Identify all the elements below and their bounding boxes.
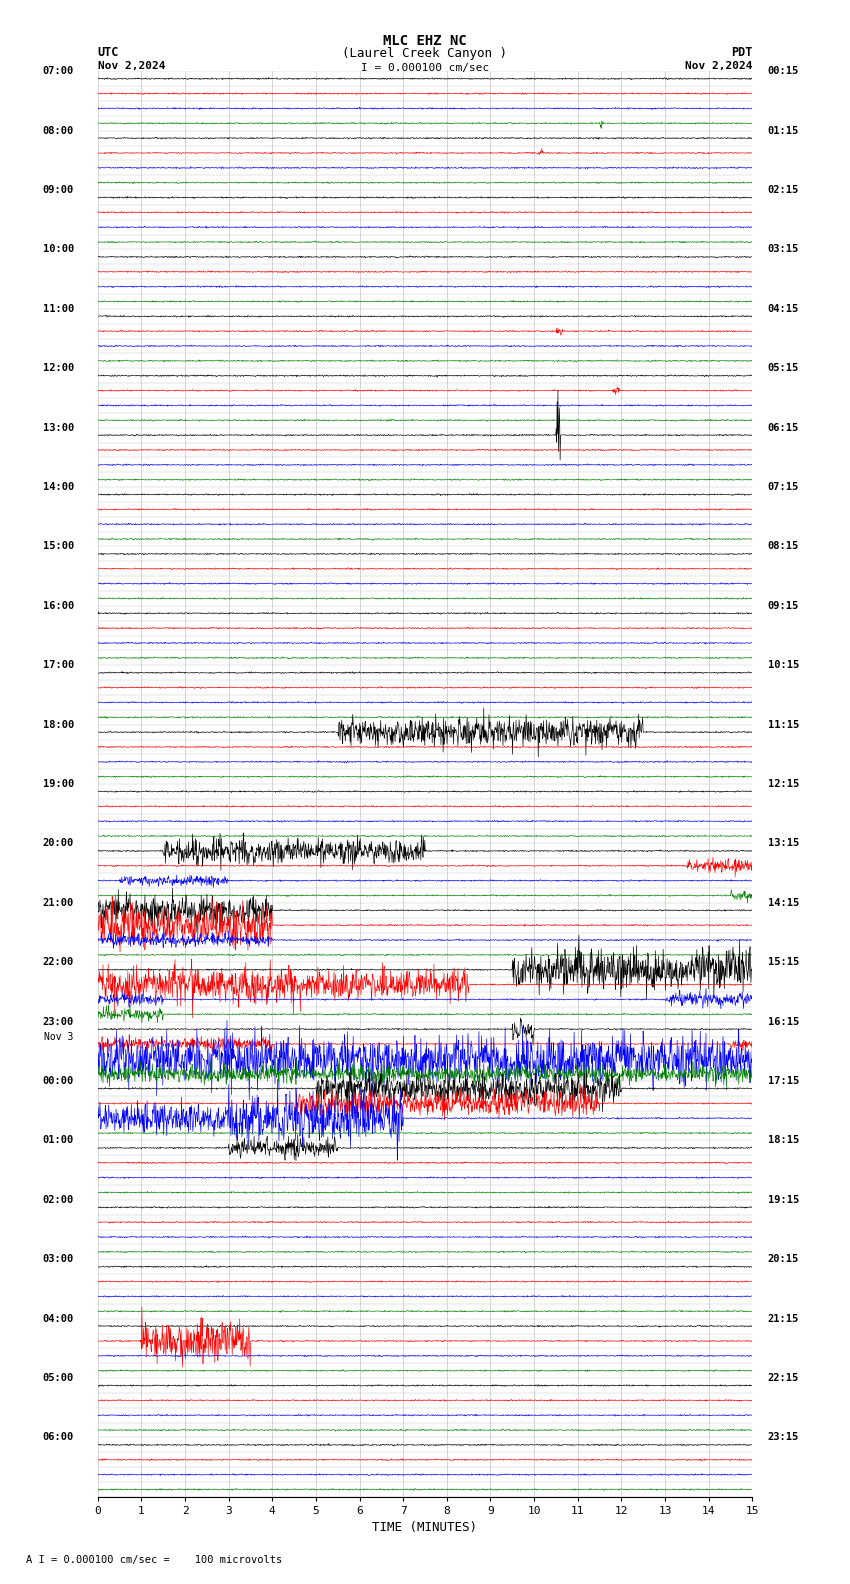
Text: 03:15: 03:15 [768, 244, 799, 255]
Text: 20:00: 20:00 [42, 838, 74, 849]
Text: 22:15: 22:15 [768, 1373, 799, 1383]
Text: 03:00: 03:00 [42, 1255, 74, 1264]
Text: 04:15: 04:15 [768, 304, 799, 314]
Text: 02:15: 02:15 [768, 185, 799, 195]
Text: 06:15: 06:15 [768, 423, 799, 432]
Text: I = 0.000100 cm/sec: I = 0.000100 cm/sec [361, 63, 489, 73]
Text: 18:00: 18:00 [42, 719, 74, 730]
Text: 04:00: 04:00 [42, 1313, 74, 1324]
Text: Nov 3: Nov 3 [44, 1031, 74, 1042]
Text: 01:00: 01:00 [42, 1136, 74, 1145]
Text: 21:15: 21:15 [768, 1313, 799, 1324]
Text: 13:00: 13:00 [42, 423, 74, 432]
Text: (Laurel Creek Canyon ): (Laurel Creek Canyon ) [343, 48, 507, 60]
Text: 11:00: 11:00 [42, 304, 74, 314]
Text: 15:15: 15:15 [768, 957, 799, 968]
Text: A I = 0.000100 cm/sec =    100 microvolts: A I = 0.000100 cm/sec = 100 microvolts [26, 1555, 281, 1565]
Text: 08:15: 08:15 [768, 542, 799, 551]
Text: 19:15: 19:15 [768, 1194, 799, 1205]
Text: 15:00: 15:00 [42, 542, 74, 551]
Text: 13:15: 13:15 [768, 838, 799, 849]
Text: 16:00: 16:00 [42, 600, 74, 611]
Text: Nov 2,2024: Nov 2,2024 [98, 62, 165, 71]
Text: 10:00: 10:00 [42, 244, 74, 255]
Text: MLC EHZ NC: MLC EHZ NC [383, 33, 467, 48]
Text: 16:15: 16:15 [768, 1017, 799, 1026]
Text: 06:00: 06:00 [42, 1432, 74, 1443]
Text: 11:15: 11:15 [768, 719, 799, 730]
X-axis label: TIME (MINUTES): TIME (MINUTES) [372, 1522, 478, 1535]
Text: 05:00: 05:00 [42, 1373, 74, 1383]
Text: 22:00: 22:00 [42, 957, 74, 968]
Text: UTC: UTC [98, 46, 119, 59]
Text: 02:00: 02:00 [42, 1194, 74, 1205]
Text: 07:00: 07:00 [42, 67, 74, 76]
Text: 08:00: 08:00 [42, 125, 74, 136]
Text: 17:00: 17:00 [42, 661, 74, 670]
Text: 19:00: 19:00 [42, 779, 74, 789]
Text: Nov 2,2024: Nov 2,2024 [685, 62, 752, 71]
Text: 20:15: 20:15 [768, 1255, 799, 1264]
Text: 17:15: 17:15 [768, 1076, 799, 1087]
Text: 01:15: 01:15 [768, 125, 799, 136]
Text: 00:15: 00:15 [768, 67, 799, 76]
Text: 12:15: 12:15 [768, 779, 799, 789]
Text: 00:00: 00:00 [42, 1076, 74, 1087]
Text: 23:00: 23:00 [42, 1017, 74, 1026]
Text: 23:15: 23:15 [768, 1432, 799, 1443]
Text: 12:00: 12:00 [42, 363, 74, 374]
Text: 18:15: 18:15 [768, 1136, 799, 1145]
Text: 09:00: 09:00 [42, 185, 74, 195]
Text: 21:00: 21:00 [42, 898, 74, 908]
Text: 10:15: 10:15 [768, 661, 799, 670]
Text: 14:00: 14:00 [42, 482, 74, 493]
Text: 14:15: 14:15 [768, 898, 799, 908]
Text: 07:15: 07:15 [768, 482, 799, 493]
Text: PDT: PDT [731, 46, 752, 59]
Text: 09:15: 09:15 [768, 600, 799, 611]
Text: 05:15: 05:15 [768, 363, 799, 374]
